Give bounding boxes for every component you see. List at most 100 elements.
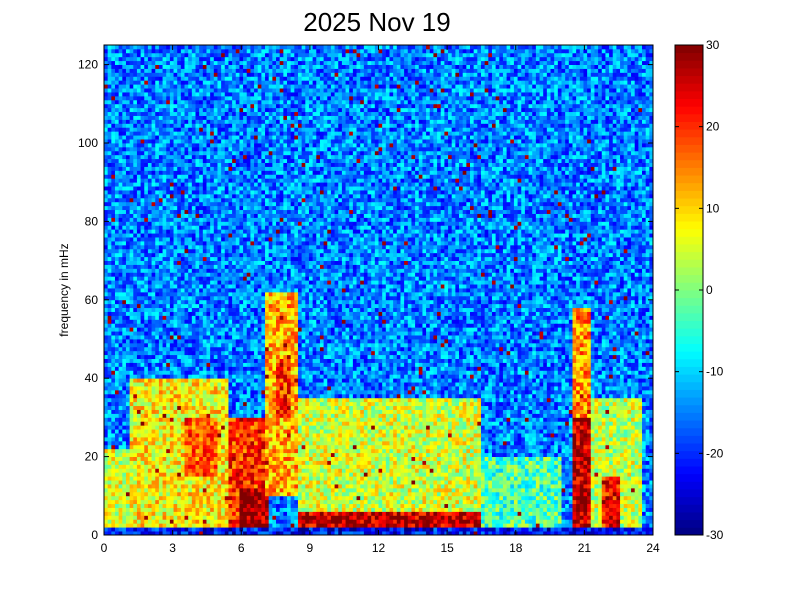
heatmap-cell — [319, 523, 324, 528]
heatmap-cell — [228, 460, 233, 465]
heatmap-cell — [352, 425, 357, 430]
heatmap-cell — [451, 429, 456, 434]
heatmap-cell — [459, 413, 464, 418]
heatmap-cell — [546, 519, 551, 524]
heatmap-cell — [210, 452, 215, 457]
heatmap-cell — [645, 429, 650, 434]
heatmap-cell — [415, 456, 420, 461]
heatmap-cell — [268, 511, 273, 516]
heatmap-cell — [352, 472, 357, 477]
heatmap-cell — [426, 476, 431, 481]
heatmap-cell — [235, 460, 240, 465]
heatmap-cell — [594, 523, 599, 528]
heatmap-cell — [609, 484, 614, 489]
heatmap-cell — [517, 468, 522, 473]
heatmap-cell — [495, 444, 500, 450]
heatmap-cell — [532, 448, 537, 454]
heatmap-cell — [371, 429, 376, 434]
heatmap-cell — [502, 444, 507, 450]
heatmap-cell — [480, 472, 486, 477]
heatmap-cell — [177, 425, 182, 430]
heatmap-cell — [521, 456, 526, 461]
heatmap-cell — [180, 472, 185, 477]
heatmap-cell — [147, 409, 152, 414]
heatmap-cell — [385, 448, 390, 454]
heatmap-cell — [579, 511, 584, 516]
heatmap-cell — [627, 480, 632, 485]
heatmap-cell — [623, 527, 628, 532]
heatmap-cell — [378, 429, 383, 434]
heatmap-cell — [404, 472, 409, 477]
heatmap-cell — [535, 460, 540, 465]
heatmap-cell — [118, 452, 123, 457]
heatmap-cell — [239, 413, 244, 418]
heatmap-cell — [645, 437, 650, 442]
heatmap-cell — [169, 476, 174, 481]
heatmap-cell — [279, 456, 284, 461]
heatmap-cell — [601, 460, 606, 465]
heatmap-cell — [356, 531, 361, 536]
heatmap-cell — [166, 448, 171, 454]
heatmap-cell — [579, 515, 584, 520]
heatmap-cell — [169, 523, 174, 528]
heatmap-cell — [638, 468, 643, 473]
heatmap-cell — [111, 484, 116, 489]
heatmap-cell — [524, 440, 529, 446]
heatmap-cell — [338, 409, 343, 414]
heatmap-cell — [587, 511, 592, 516]
heatmap-cell — [301, 456, 306, 461]
heatmap-cell — [572, 503, 577, 508]
heatmap-cell — [557, 417, 562, 422]
heatmap-cell — [550, 491, 555, 497]
heatmap-cell — [517, 476, 522, 481]
heatmap-cell — [202, 491, 207, 497]
heatmap-cell — [513, 499, 518, 505]
heatmap-cell — [620, 409, 625, 414]
heatmap-cell — [246, 523, 251, 528]
heatmap-cell — [513, 413, 518, 418]
heatmap-cell — [257, 491, 262, 497]
heatmap-cell — [638, 440, 643, 446]
heatmap-cell — [243, 460, 248, 465]
heatmap-cell — [188, 433, 193, 438]
heatmap-cell — [627, 409, 632, 414]
heatmap-cell — [125, 507, 131, 512]
heatmap-cell — [144, 444, 149, 450]
heatmap-cell — [502, 464, 507, 469]
heatmap-cell — [543, 425, 548, 430]
heatmap-cell — [616, 405, 621, 410]
heatmap-cell — [294, 464, 299, 469]
heatmap-cell — [217, 503, 222, 508]
heatmap-cell — [327, 413, 332, 418]
heatmap-cell — [140, 401, 145, 407]
heatmap-cell — [272, 511, 277, 516]
heatmap-cell — [396, 405, 401, 410]
heatmap-cell — [305, 429, 310, 434]
heatmap-cell — [473, 456, 478, 461]
heatmap-cell — [448, 472, 453, 477]
heatmap-cell — [180, 487, 185, 493]
heatmap-cell — [510, 503, 515, 508]
heatmap-cell — [232, 456, 237, 461]
heatmap-cell — [140, 460, 145, 465]
heatmap-cell — [466, 417, 471, 422]
heatmap-cell — [513, 476, 518, 481]
heatmap-cell — [367, 511, 372, 516]
heatmap-cell — [363, 425, 368, 430]
heatmap-cell — [491, 519, 497, 524]
heatmap-cell — [349, 472, 354, 477]
heatmap-cell — [243, 511, 248, 516]
heatmap-cell — [261, 487, 266, 493]
heatmap-cell — [334, 405, 339, 410]
heatmap-cell — [210, 401, 215, 407]
heatmap-cell — [491, 433, 497, 438]
heatmap-cell — [491, 417, 497, 422]
heatmap-cell — [477, 460, 482, 465]
heatmap-cell — [349, 440, 354, 446]
heatmap-cell — [224, 523, 229, 528]
heatmap-cell — [367, 425, 372, 430]
heatmap-cell — [642, 464, 647, 469]
heatmap-cell — [151, 527, 156, 532]
heatmap-cell — [495, 468, 500, 473]
heatmap-cell — [616, 452, 621, 457]
